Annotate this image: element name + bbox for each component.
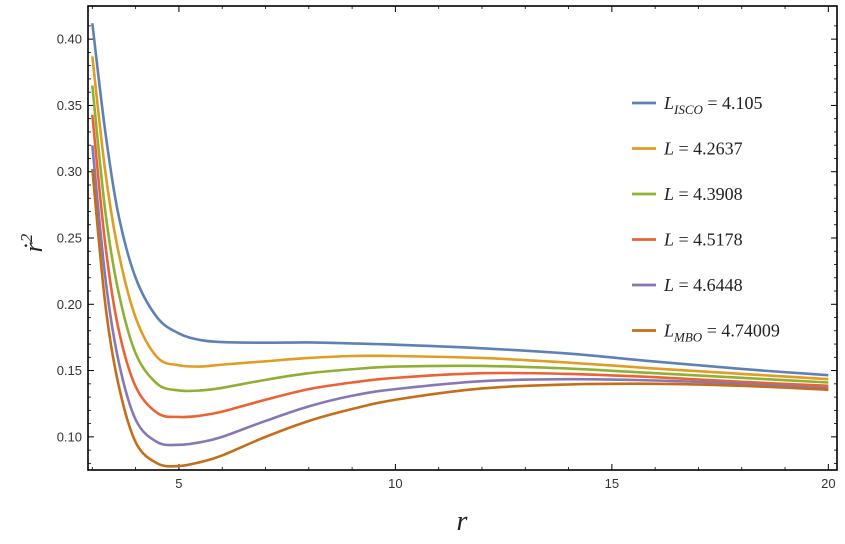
series-line-5 <box>91 168 829 468</box>
x-tick-label: 10 <box>388 476 402 491</box>
legend-label-value: = 4.5178 <box>674 230 743 250</box>
series-line-1 <box>91 56 829 381</box>
y-tick-label: 0.10 <box>57 429 82 444</box>
legend-label-4: L = 4.6448 <box>663 275 743 295</box>
legend-label-1: L = 4.2637 <box>663 139 743 159</box>
y-tick-label: 0.25 <box>57 231 82 246</box>
legend-label-0: LISCO = 4.105 <box>663 93 763 117</box>
legend-label-value: = 4.6448 <box>674 275 743 295</box>
legend-label-subscript: ISCO <box>673 102 704 117</box>
legend-label-value: = 4.105 <box>703 93 763 113</box>
series-line-0 <box>91 23 829 377</box>
x-axis-label: r <box>457 506 468 537</box>
legend-label-main: L <box>663 93 674 113</box>
x-tick-label: 20 <box>821 476 835 491</box>
legend-label-main: L <box>663 184 674 204</box>
series-layer <box>91 23 829 468</box>
legend-label-value: = 4.74009 <box>702 321 780 341</box>
axis-ticks: 5 10 15 20 0.10 0.15 0.20 0.25 0.30 0.35 0.40 <box>57 6 837 491</box>
legend-label-main: L <box>663 230 674 250</box>
x-tick-label: 15 <box>605 476 619 491</box>
legend-label-main: L <box>663 139 674 159</box>
y-tick-label: 0.40 <box>57 32 82 47</box>
legend-label-5: LMBO = 4.74009 <box>663 321 780 345</box>
y-tick-label: 0.30 <box>57 164 82 179</box>
series-line-2 <box>91 85 829 393</box>
y-tick-label: 0.35 <box>57 98 82 113</box>
y-axis-label-base: ṙ <box>19 241 48 252</box>
y-tick-label: 0.15 <box>57 363 82 378</box>
legend-label-main: L <box>663 275 674 295</box>
svg-text:ṙ2: ṙ2 <box>17 233 48 252</box>
legend-label-2: L = 4.3908 <box>663 184 743 204</box>
legend-label-value: = 4.3908 <box>674 184 743 204</box>
y-axis-label-sup: 2 <box>17 233 36 242</box>
y-axis-label: ṙ2 <box>17 233 48 252</box>
x-tick-label: 5 <box>175 476 182 491</box>
series-line-4 <box>91 145 829 447</box>
legend-label-value: = 4.2637 <box>674 139 743 159</box>
legend-label-3: L = 4.5178 <box>663 230 743 250</box>
legend-label-main: L <box>663 321 674 341</box>
legend-label-subscript: MBO <box>673 330 703 345</box>
series-line-3 <box>91 114 829 419</box>
y-tick-label: 0.20 <box>57 297 82 312</box>
